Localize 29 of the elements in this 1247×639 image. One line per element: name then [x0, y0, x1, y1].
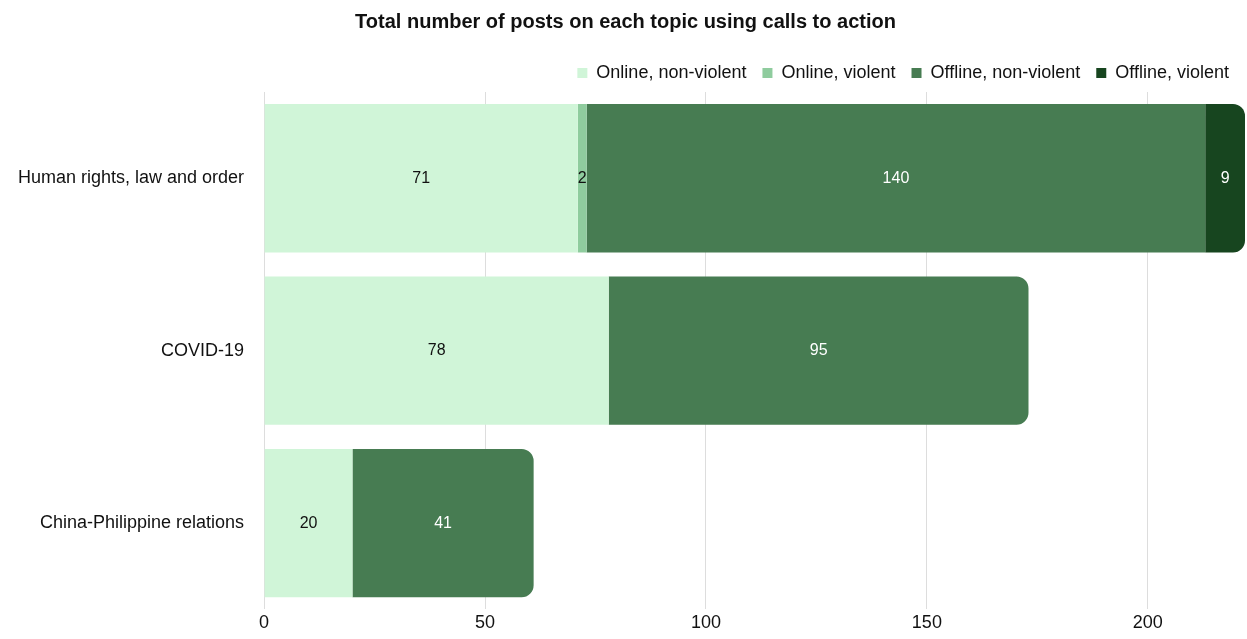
x-tick-label: 50: [475, 612, 496, 633]
data-label: 2: [577, 168, 587, 186]
legend-label: Offline, non-violent: [930, 61, 1081, 82]
bar: [264, 449, 353, 598]
x-tick-label: 100: [690, 612, 721, 633]
chart-title: Total number of posts on each topic using calls to action: [355, 9, 896, 32]
y-tick-label: China-Philippine relations: [39, 512, 245, 533]
bar: [264, 276, 609, 425]
data-label: 78: [427, 341, 446, 359]
bar: [586, 104, 1206, 253]
bar: [608, 276, 1029, 425]
legend-label: Offline, violent: [1115, 61, 1229, 82]
data-label: 95: [809, 341, 828, 359]
x-tick-label: 0: [259, 612, 270, 633]
y-tick-label: Human rights, law and order: [18, 167, 245, 188]
bar: [577, 104, 587, 253]
x-tick-label: 200: [1132, 612, 1163, 633]
data-label: 9: [1220, 168, 1230, 186]
x-tick-label: 150: [911, 612, 942, 633]
bar: [1205, 104, 1245, 253]
y-tick-label: COVID-19: [161, 339, 245, 360]
bar: [352, 449, 534, 598]
data-label: 140: [882, 168, 910, 186]
data-label: 20: [299, 513, 318, 531]
legend-label: Online, violent: [781, 61, 896, 82]
bar: [264, 104, 578, 253]
legend-label: Online, non-violent: [596, 61, 747, 82]
data-label: 41: [434, 513, 453, 531]
data-label: 71: [412, 168, 431, 186]
